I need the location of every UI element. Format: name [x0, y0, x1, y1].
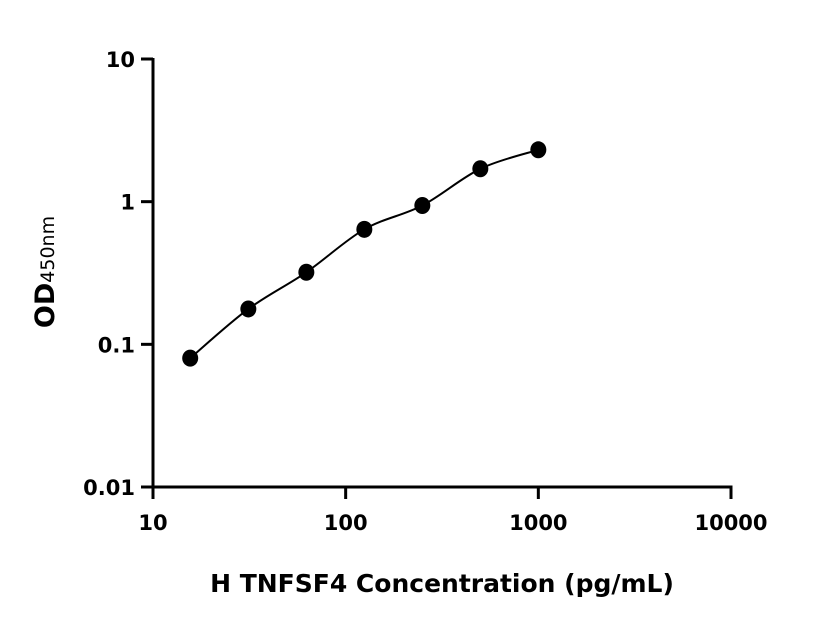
x-tick-label: 1000 — [509, 511, 567, 535]
y-axis-label-sub: 450nm — [37, 216, 59, 283]
axes: 10 100 1000 10000 0.01 0.1 1 10 — [83, 48, 767, 535]
data-point — [298, 263, 315, 281]
x-axis-label: H TNFSF4 Concentration (pg/mL) — [210, 569, 674, 598]
y-axis-label: OD450nm — [30, 216, 61, 328]
x-tick-label: 10000 — [694, 511, 767, 535]
data-point — [356, 220, 373, 238]
data-point — [530, 141, 547, 159]
y-axis-label-main: OD — [30, 283, 61, 328]
x-tick-label: 100 — [324, 511, 368, 535]
data-point — [414, 197, 431, 215]
y-tick-label: 1 — [120, 191, 135, 215]
data-points — [182, 141, 547, 367]
y-tick-label: 0.1 — [98, 333, 135, 357]
y-tick-label: 0.01 — [83, 476, 135, 500]
x-tick-label: 10 — [138, 511, 167, 535]
data-point — [472, 160, 489, 178]
fit-curve — [189, 148, 539, 359]
data-point — [182, 349, 199, 367]
data-point — [240, 300, 257, 318]
y-tick-label: 10 — [106, 48, 135, 72]
